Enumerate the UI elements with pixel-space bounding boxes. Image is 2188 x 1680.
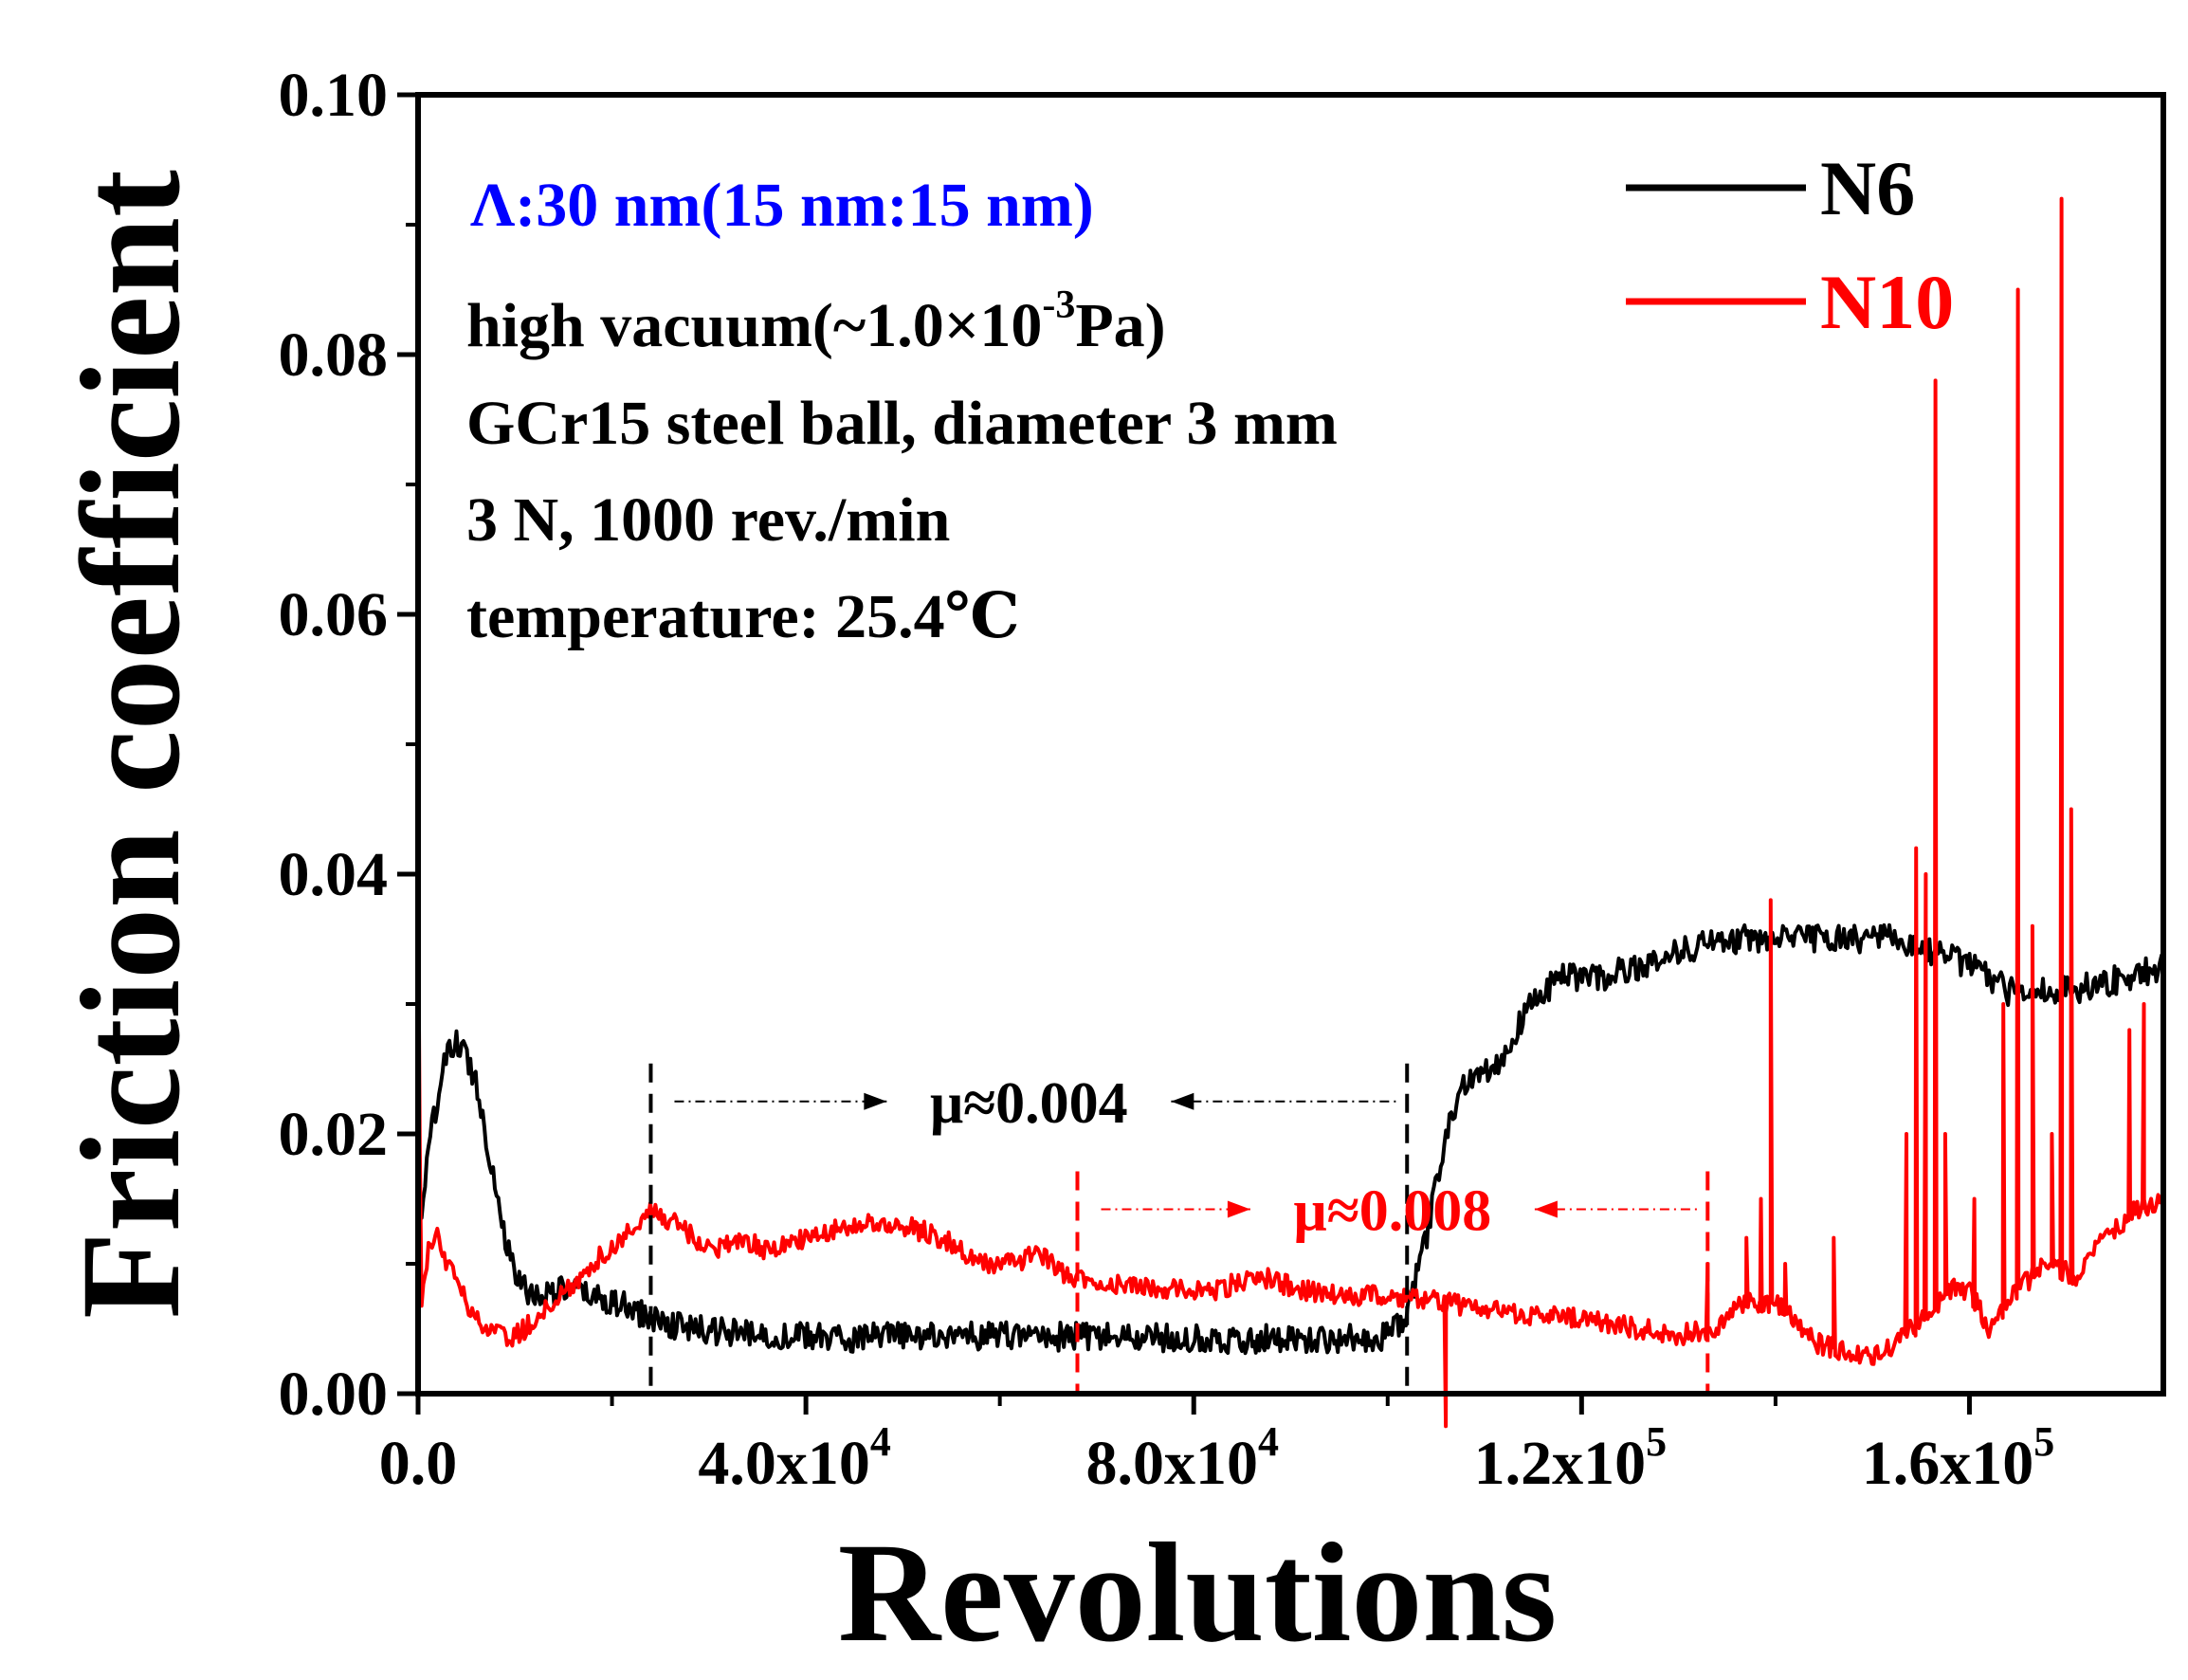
- legend-label-n6: N6: [1820, 145, 1915, 231]
- info-line-vacuum: high vacuum(~1.0×10-3Pa): [466, 283, 1166, 360]
- annotation-2-label: μ≈0.008: [1294, 1178, 1492, 1243]
- annotation-2-arrowhead-right: [1534, 1200, 1558, 1218]
- x-tick-label-3: 1.2x105: [1474, 1418, 1668, 1498]
- series-layer: [416, 196, 2165, 1429]
- x-tick-label-2: 8.0x104: [1085, 1418, 1279, 1498]
- info-title: Λ:30 nm(15 nm:15 nm): [470, 171, 1094, 240]
- annotation-1-label: μ≈0.004: [930, 1071, 1128, 1136]
- info-line-vacuum-exponent: -3: [1042, 283, 1075, 327]
- info-line-vacuum-unit: Pa): [1075, 291, 1165, 360]
- info-line-ball: GCr15 steel ball, diameter 3 mm: [466, 389, 1338, 458]
- annotation-layer: μ≈0.004 μ≈0.008: [648, 1063, 1710, 1394]
- legend-label-n10: N10: [1820, 259, 1954, 345]
- info-line-load: 3 N, 1000 rev./min: [466, 485, 950, 555]
- annotation-1-arrowhead-right: [1171, 1092, 1194, 1110]
- y-tick-label-5: 0.10: [279, 61, 389, 130]
- series-line-n10: [416, 196, 2165, 1429]
- y-axis-title: Friction coefficient: [52, 170, 210, 1319]
- legend: N6 N10: [1626, 145, 1954, 345]
- annotation-2-arrowhead-left: [1227, 1200, 1250, 1218]
- y-tick-label-0: 0.00: [279, 1360, 389, 1429]
- x-tick-label-0: 0.0: [379, 1429, 458, 1498]
- x-tick-label-1: 4.0x104: [698, 1418, 891, 1498]
- y-tick-label-4: 0.08: [279, 320, 389, 390]
- y-tick-label-2: 0.04: [279, 840, 389, 909]
- tick-layer: 0.0 4.0x104 8.0x104 1.2x105 1.6x105 0.00 0.02 0…: [279, 61, 2055, 1498]
- annotation-1-arrowhead-left: [864, 1092, 887, 1110]
- series-line-n6: [416, 922, 2165, 1356]
- y-tick-label-1: 0.02: [279, 1100, 389, 1169]
- x-axis-title: Revolutions: [838, 1514, 1557, 1671]
- info-line-temperature: temperature: 25.4℃: [466, 582, 1020, 651]
- y-tick-label-3: 0.06: [279, 580, 389, 649]
- info-line-vacuum-main: high vacuum(~1.0×10: [466, 291, 1042, 360]
- x-tick-label-4: 1.6x105: [1862, 1418, 2055, 1498]
